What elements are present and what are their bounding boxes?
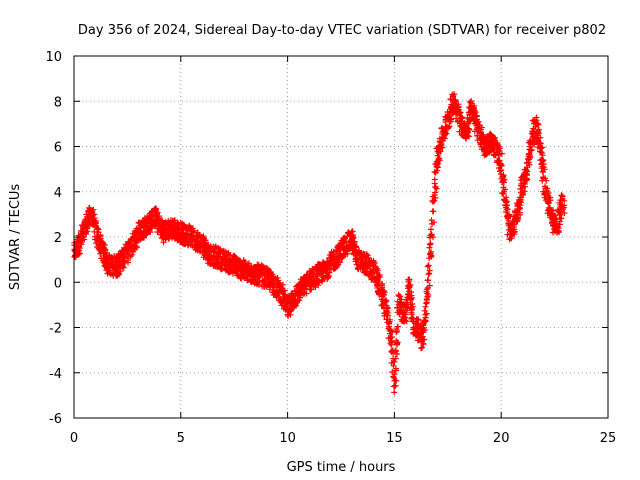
y-axis-label: SDTVAR / TECUs (8, 184, 23, 291)
y-tick-label: -2 (49, 322, 62, 337)
x-tick-label: 10 (279, 431, 296, 446)
grid-layer (74, 56, 608, 418)
data-layer (71, 91, 568, 396)
y-tick-label: 10 (45, 50, 62, 65)
x-tick-label: 5 (177, 431, 185, 446)
data-series-sdtvar (71, 91, 568, 396)
y-tick-label: 4 (54, 186, 62, 201)
x-tick-label: 25 (600, 431, 617, 446)
y-tick-label: 0 (54, 276, 62, 291)
x-tick-label: 15 (386, 431, 403, 446)
chart-title: Day 356 of 2024, Sidereal Day-to-day VTE… (78, 23, 606, 38)
y-tick-label: 6 (54, 141, 62, 156)
x-axis-label: GPS time / hours (287, 460, 396, 475)
y-tick-label: -6 (49, 412, 62, 427)
x-tick-label: 20 (493, 431, 510, 446)
tick-layer: 0 5 10 15 20 25 -6 -4 -2 0 2 4 6 8 10 (45, 50, 616, 446)
y-tick-label: -4 (49, 367, 62, 382)
y-tick-label: 8 (54, 95, 62, 110)
x-tick-label: 0 (70, 431, 78, 446)
y-tick-label: 2 (54, 231, 62, 246)
